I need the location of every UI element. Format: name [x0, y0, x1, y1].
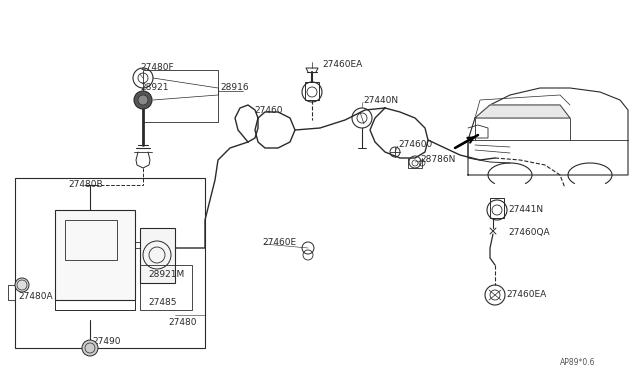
Circle shape — [138, 95, 148, 105]
Text: 28786N: 28786N — [420, 155, 456, 164]
Bar — [55, 210, 135, 300]
Bar — [15, 178, 205, 348]
Text: 27441N: 27441N — [508, 205, 543, 214]
Text: 27460E: 27460E — [262, 238, 296, 247]
Bar — [305, 82, 319, 100]
Text: AP89*0.6: AP89*0.6 — [560, 358, 595, 367]
Bar — [65, 220, 117, 260]
Circle shape — [15, 278, 29, 292]
Polygon shape — [468, 88, 628, 175]
Bar — [490, 198, 504, 218]
Text: 28916: 28916 — [220, 83, 248, 92]
Text: 28921: 28921 — [140, 83, 168, 92]
Text: 27460EA: 27460EA — [506, 290, 547, 299]
Text: 28921M: 28921M — [148, 270, 184, 279]
Text: 27480: 27480 — [168, 318, 196, 327]
Text: 27460EA: 27460EA — [322, 60, 362, 69]
Bar — [140, 265, 192, 310]
Text: 27485: 27485 — [148, 298, 177, 307]
Text: 27490: 27490 — [92, 337, 120, 346]
Text: 27480B: 27480B — [68, 180, 102, 189]
Text: 27480F: 27480F — [140, 63, 173, 72]
Bar — [143, 70, 218, 122]
Bar — [140, 228, 175, 283]
Circle shape — [134, 91, 152, 109]
Circle shape — [82, 340, 98, 356]
Text: 274600: 274600 — [398, 140, 432, 149]
Text: 27440N: 27440N — [363, 96, 398, 105]
Polygon shape — [475, 105, 570, 118]
Text: 27480A: 27480A — [18, 292, 52, 301]
Text: 27460: 27460 — [254, 106, 282, 115]
Text: 27460QA: 27460QA — [508, 228, 550, 237]
